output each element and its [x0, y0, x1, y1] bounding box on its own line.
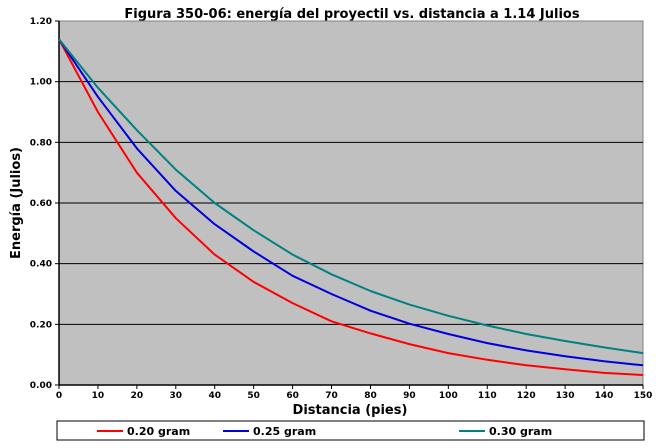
legend-label-3: 0.30 gram	[489, 425, 552, 438]
y-tick-label: 0.00	[30, 381, 52, 391]
y-tick-label: 0.40	[30, 260, 52, 270]
chart-title: Figura 350-06: energía del proyectil vs.…	[124, 7, 579, 22]
x-tick-label: 90	[403, 391, 416, 401]
series-lines	[58, 38, 644, 376]
x-tick-label: 50	[247, 391, 260, 401]
y-tick-label: 1.00	[30, 78, 52, 88]
legend-label-2: 0.25 gram	[253, 425, 316, 438]
x-tick-label: 140	[595, 391, 614, 401]
grid-lines	[59, 81, 643, 325]
x-axis-ticks: 0 10 20 30 40 50 60 70 80 90 100 110 120 130 140 150	[56, 385, 653, 401]
legend: 0.20 gram 0.25 gram 0.30 gram	[97, 425, 552, 438]
x-tick-label: 100	[439, 391, 458, 401]
y-tick-label: 0.60	[30, 199, 52, 209]
x-tick-label: 150	[634, 391, 653, 401]
x-tick-label: 80	[364, 391, 377, 401]
y-axis-ticks: 0.00 0.20 0.40 0.60 0.80 1.00 1.20	[30, 17, 59, 391]
y-axis-label: Energía (Julios)	[9, 147, 24, 259]
x-tick-label: 120	[517, 391, 536, 401]
x-tick-label: 0	[56, 391, 62, 401]
x-tick-label: 60	[286, 391, 299, 401]
x-tick-label: 130	[556, 391, 575, 401]
legend-box	[56, 420, 645, 441]
x-axis-label: Distancia (pies)	[293, 403, 408, 418]
y-tick-label: 0.80	[30, 138, 52, 148]
x-tick-label: 20	[131, 391, 144, 401]
legend-label-1: 0.20 gram	[127, 425, 190, 438]
series-line-3	[58, 38, 644, 355]
x-tick-label: 30	[170, 391, 183, 401]
x-tick-label: 40	[208, 391, 221, 401]
y-tick-label: 0.20	[30, 320, 52, 330]
x-tick-label: 110	[478, 391, 497, 401]
x-tick-label: 10	[92, 391, 105, 401]
y-tick-label: 1.20	[30, 17, 52, 27]
series-line-2	[58, 38, 644, 367]
series-line-1	[58, 38, 644, 376]
x-tick-label: 70	[325, 391, 338, 401]
